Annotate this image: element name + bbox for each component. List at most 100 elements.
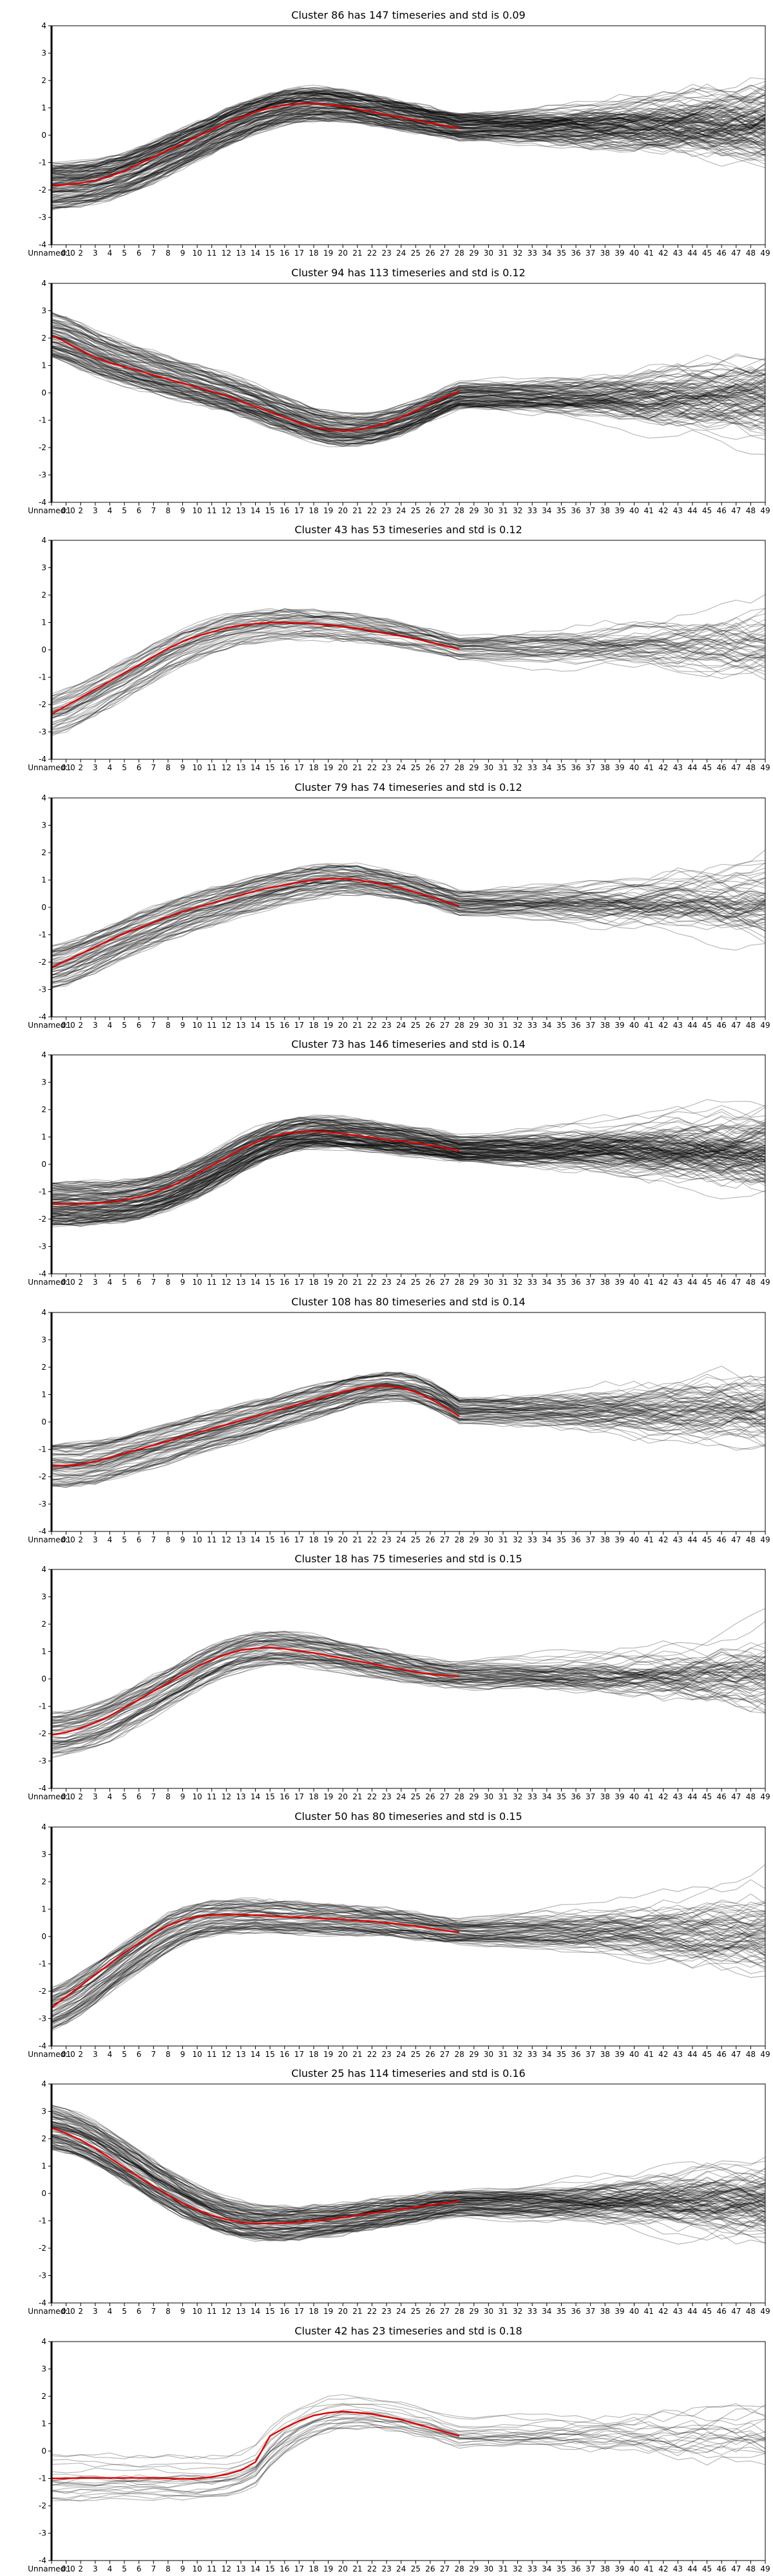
series-line bbox=[52, 1372, 765, 1448]
x-tick-label: 36 bbox=[571, 2564, 580, 2573]
x-tick-label: 31 bbox=[498, 763, 508, 772]
series-line bbox=[52, 1879, 765, 1988]
series-line bbox=[52, 634, 765, 735]
x-tick-label: 47 bbox=[731, 1021, 741, 1030]
series-line bbox=[52, 1383, 765, 1469]
x-tick-label: 34 bbox=[542, 249, 551, 258]
series-line bbox=[52, 103, 765, 193]
series-line bbox=[52, 2128, 765, 2225]
series-line bbox=[52, 1922, 765, 2020]
x-tick-label: 13 bbox=[236, 249, 245, 258]
series-line bbox=[52, 99, 765, 180]
x-tick-label: 35 bbox=[557, 1535, 566, 1544]
series-line bbox=[52, 1142, 765, 1227]
x-tick-label: 21 bbox=[352, 1792, 362, 1801]
x-tick-label: 8 bbox=[166, 2564, 171, 2573]
series-line bbox=[52, 113, 765, 209]
series-line bbox=[52, 1397, 765, 1485]
series-line bbox=[52, 115, 765, 205]
series-line bbox=[52, 1122, 765, 1195]
series-line bbox=[52, 1638, 765, 1721]
series-line bbox=[52, 1142, 765, 1226]
x-tick-label: 3 bbox=[93, 1792, 98, 1801]
series-line bbox=[52, 1920, 765, 2025]
x-tick-label: 14 bbox=[251, 506, 260, 515]
series-line bbox=[52, 2125, 765, 2224]
series-line bbox=[52, 2113, 765, 2217]
centroid-line bbox=[52, 1913, 460, 2009]
series-line bbox=[52, 2116, 765, 2215]
series-line bbox=[52, 885, 765, 979]
x-tick-label: 10 bbox=[192, 2050, 202, 2059]
series-line bbox=[52, 1374, 765, 1448]
series-line bbox=[52, 618, 765, 713]
series-line bbox=[52, 313, 765, 414]
series-line bbox=[52, 352, 765, 442]
series-line bbox=[52, 2107, 765, 2209]
series-line bbox=[52, 1653, 765, 1742]
series-line bbox=[52, 1132, 765, 1211]
series-line bbox=[52, 1660, 765, 1754]
x-tick-label: 12 bbox=[222, 2050, 231, 2059]
x-tick-label: 32 bbox=[513, 1278, 522, 1287]
x-tick-label: 24 bbox=[396, 1535, 406, 1544]
series-line bbox=[52, 1902, 765, 1993]
series-line bbox=[52, 1128, 765, 1201]
series-line bbox=[52, 1901, 765, 2020]
series-line bbox=[52, 1376, 765, 1452]
series-line bbox=[52, 1398, 765, 1484]
series-line bbox=[52, 348, 765, 441]
x-tick-label: 34 bbox=[542, 2564, 551, 2573]
series-line bbox=[52, 1118, 765, 1187]
x-tick-label: 42 bbox=[658, 1792, 668, 1801]
x-tick-label: 01 bbox=[61, 1535, 71, 1544]
series-line bbox=[52, 865, 765, 947]
x-tick-label: 4 bbox=[108, 249, 113, 258]
x-tick-label: 01 bbox=[61, 1792, 71, 1801]
x-tick-label: 17 bbox=[294, 2564, 304, 2573]
series-line bbox=[52, 2114, 765, 2216]
x-tick-label: 37 bbox=[586, 249, 595, 258]
x-tick-label: 10 bbox=[192, 1278, 202, 1287]
series-line bbox=[52, 2131, 765, 2230]
y-tick-label: -3 bbox=[39, 471, 46, 480]
x-tick-label: 18 bbox=[309, 1792, 318, 1801]
y-tick-label: 3 bbox=[41, 2107, 46, 2116]
series-line bbox=[52, 873, 765, 956]
series-line bbox=[52, 612, 765, 704]
x-tick-label: 9 bbox=[180, 1278, 186, 1287]
series-line bbox=[52, 342, 765, 433]
chart-title: Cluster 42 has 23 timeseries and std is … bbox=[294, 2325, 522, 2337]
series-line bbox=[52, 876, 765, 969]
series-line bbox=[52, 117, 765, 207]
x-tick-label: 12 bbox=[222, 1278, 231, 1287]
x-tick-label: 23 bbox=[381, 506, 391, 515]
series-line bbox=[52, 1399, 765, 1488]
x-tick-label: 14 bbox=[251, 763, 260, 772]
series-line bbox=[52, 2148, 765, 2240]
series-line bbox=[52, 1119, 765, 1189]
series-line bbox=[52, 1394, 765, 1487]
series-line bbox=[52, 2126, 765, 2223]
series-line bbox=[52, 1913, 765, 2009]
x-tick-label: 30 bbox=[484, 2307, 493, 2316]
x-tick-label: 47 bbox=[731, 763, 741, 772]
series-line bbox=[52, 1636, 765, 1721]
series-line bbox=[52, 355, 765, 446]
x-tick-label: Unnamed: 0 bbox=[28, 1792, 75, 1801]
series-line bbox=[52, 2148, 765, 2242]
x-tick-label: 27 bbox=[440, 2564, 450, 2573]
x-tick-label: 01 bbox=[61, 2050, 71, 2059]
series-line bbox=[52, 1372, 765, 1447]
series-line bbox=[52, 1640, 765, 1721]
series-line bbox=[52, 87, 765, 170]
series-line bbox=[52, 1142, 765, 1224]
x-tick-label: 46 bbox=[717, 506, 727, 515]
x-tick-label: 3 bbox=[93, 1535, 98, 1544]
series-line bbox=[52, 887, 765, 982]
x-tick-label: 48 bbox=[746, 2307, 756, 2316]
series-lines bbox=[52, 1365, 765, 1488]
series-line bbox=[52, 1911, 765, 2027]
x-tick-label: 44 bbox=[687, 763, 697, 772]
series-line bbox=[52, 871, 765, 961]
